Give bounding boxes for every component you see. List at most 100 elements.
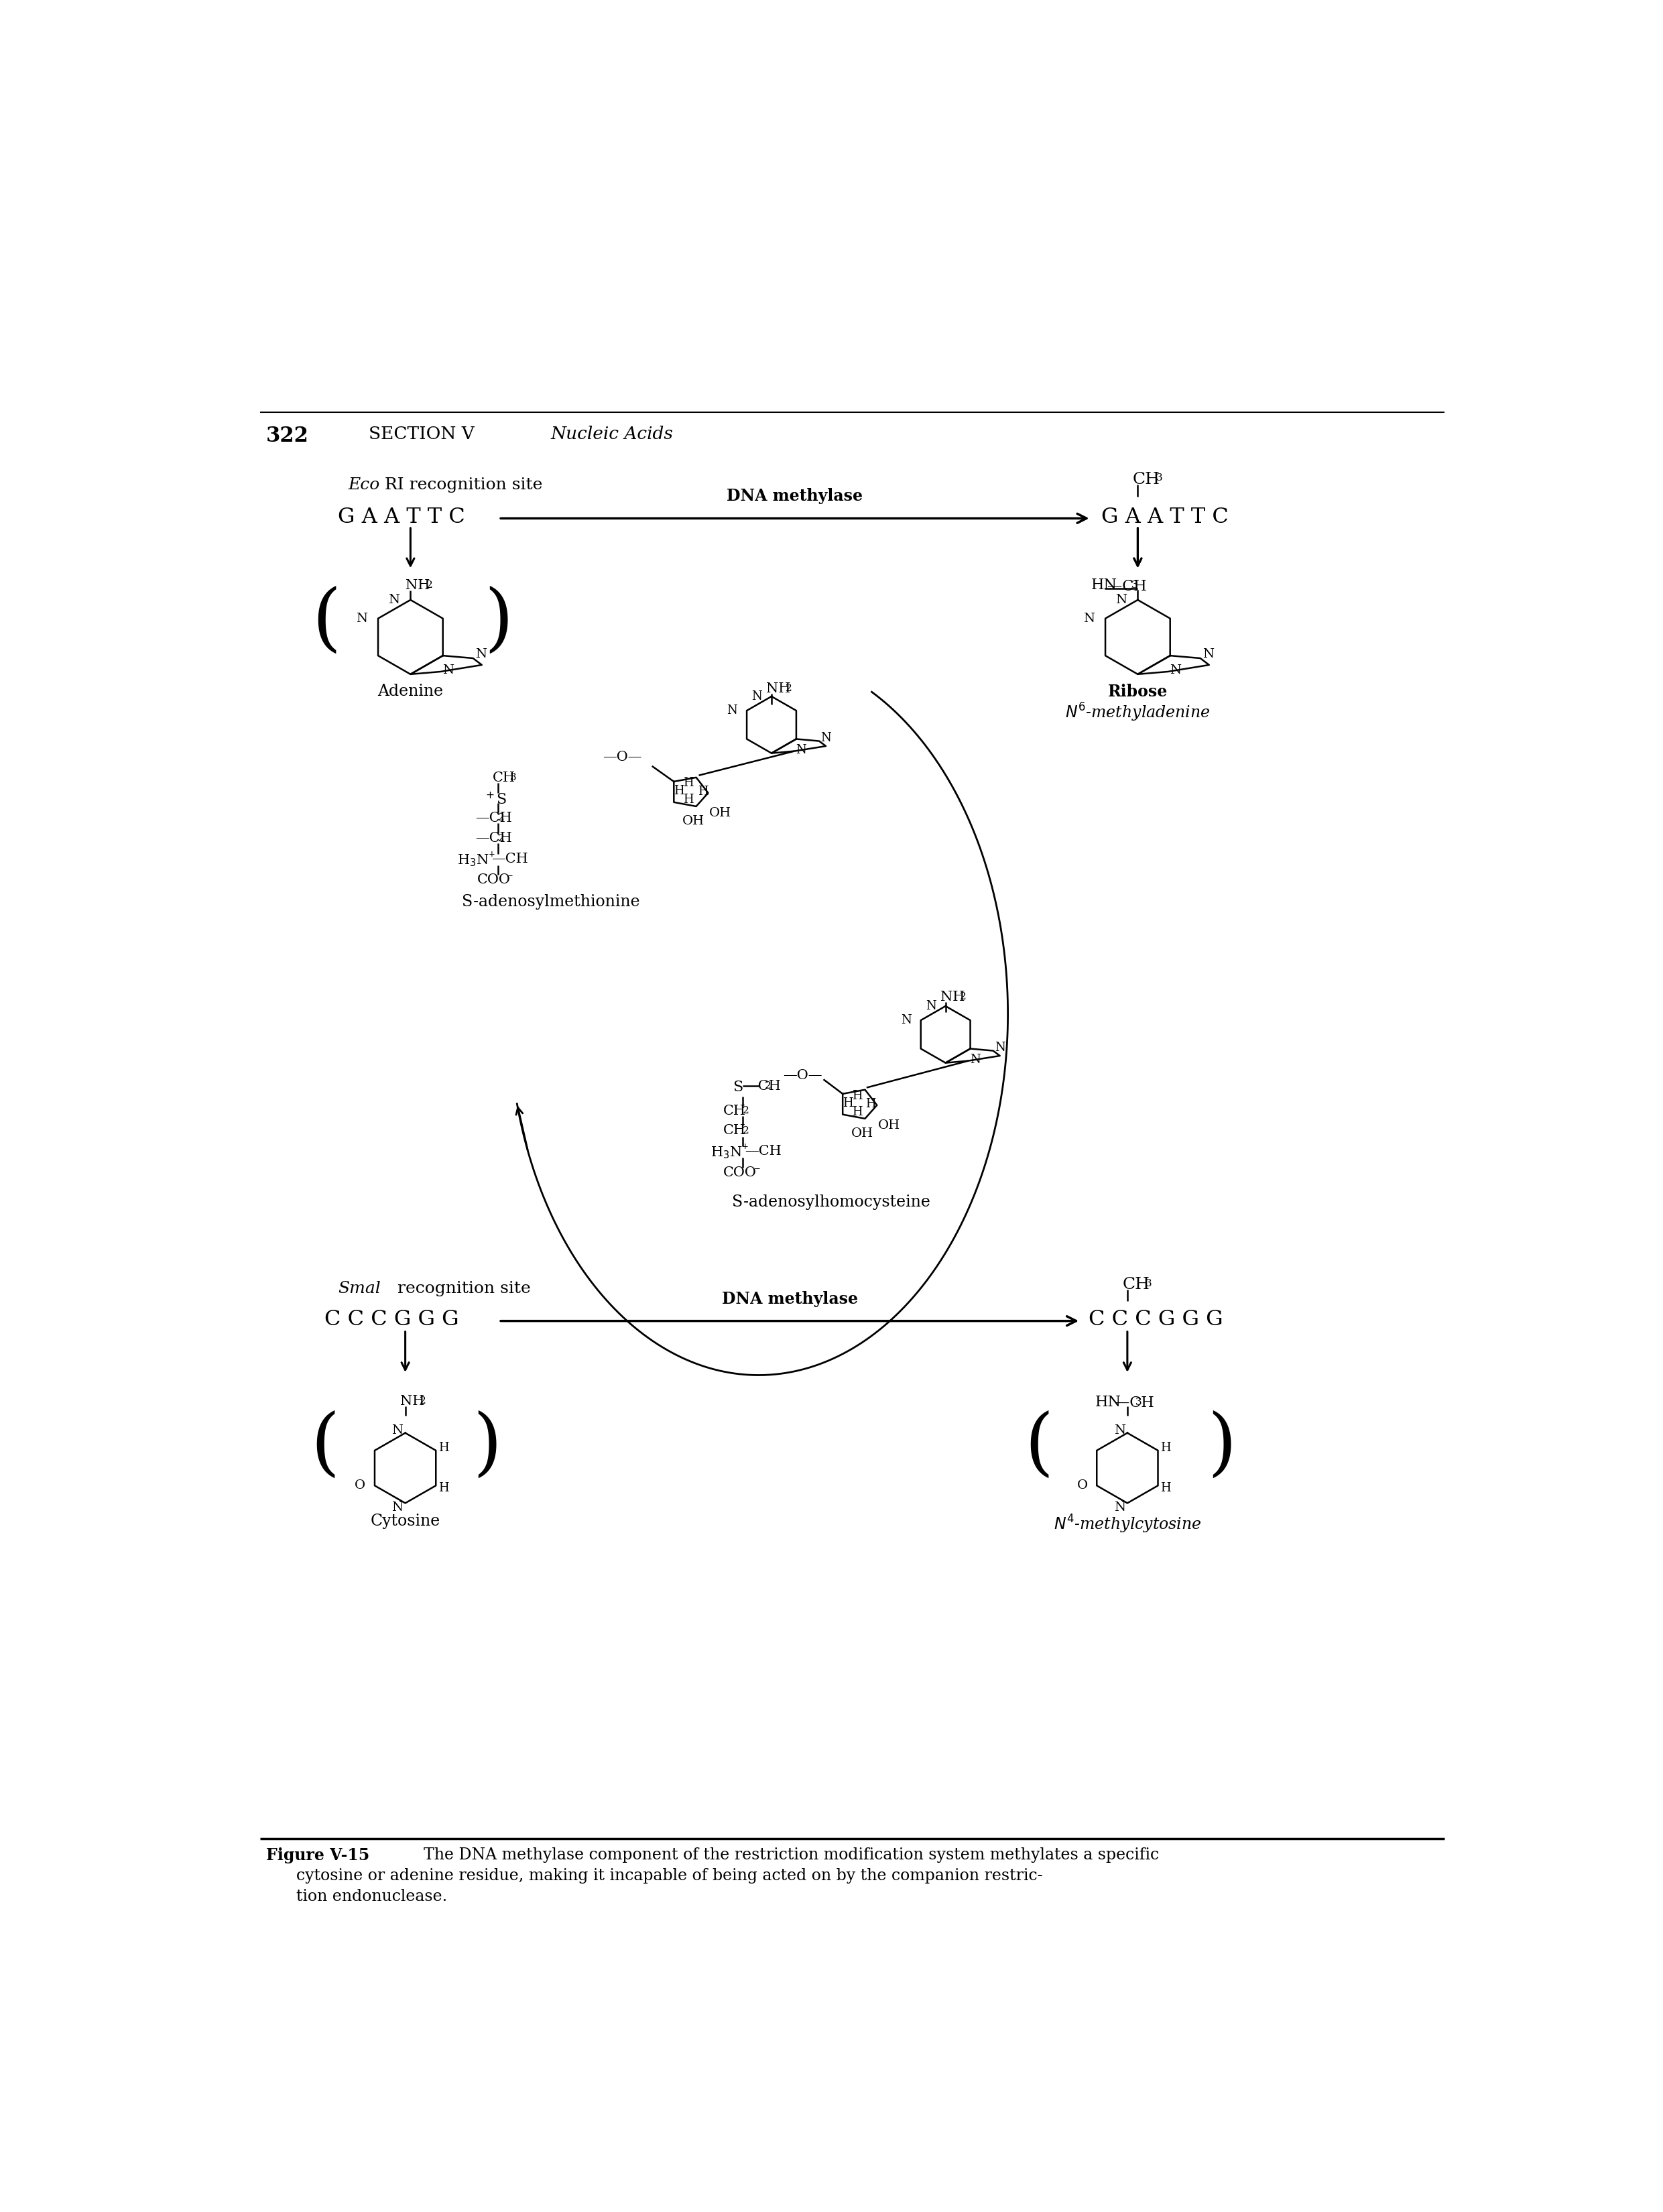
Text: CH: CH bbox=[723, 1124, 747, 1137]
Text: O: O bbox=[1078, 1480, 1088, 1491]
Text: $^+$: $^+$ bbox=[486, 852, 496, 863]
Text: ): ) bbox=[1207, 1411, 1236, 1482]
Text: SECTION V: SECTION V bbox=[369, 425, 474, 442]
Text: G A A T T C: G A A T T C bbox=[1101, 507, 1229, 529]
Text: H: H bbox=[439, 1482, 449, 1493]
Text: $^-$: $^-$ bbox=[752, 1166, 762, 1179]
Text: (: ( bbox=[313, 586, 341, 657]
Text: recognition site: recognition site bbox=[392, 1281, 530, 1296]
Text: N: N bbox=[392, 1425, 402, 1436]
Text: 2: 2 bbox=[743, 1106, 750, 1115]
Text: N: N bbox=[442, 664, 454, 677]
Text: H: H bbox=[843, 1097, 853, 1108]
Text: $N^4$-methylcytosine: $N^4$-methylcytosine bbox=[1053, 1513, 1201, 1535]
Text: COO: COO bbox=[477, 874, 511, 887]
Text: N: N bbox=[1171, 664, 1181, 677]
Text: —O—: —O— bbox=[783, 1068, 822, 1082]
Text: NH: NH bbox=[406, 580, 429, 593]
Text: H: H bbox=[683, 776, 693, 790]
Text: H: H bbox=[674, 785, 683, 796]
Text: N: N bbox=[1114, 1502, 1126, 1513]
Text: $N^6$-methyladenine: $N^6$-methyladenine bbox=[1064, 701, 1211, 723]
Text: (: ( bbox=[1024, 1411, 1054, 1482]
Text: N: N bbox=[797, 743, 807, 757]
Text: OH: OH bbox=[682, 816, 705, 827]
Text: NH: NH bbox=[401, 1396, 424, 1407]
Text: H: H bbox=[698, 785, 708, 799]
Text: 3: 3 bbox=[511, 772, 517, 783]
Text: 2: 2 bbox=[419, 1396, 426, 1405]
Text: —CH: —CH bbox=[745, 1146, 782, 1157]
Text: N: N bbox=[1083, 613, 1094, 624]
Text: tion endonuclease.: tion endonuclease. bbox=[296, 1889, 447, 1905]
Text: N: N bbox=[970, 1053, 981, 1066]
Text: H: H bbox=[865, 1097, 876, 1110]
Text: Adenine: Adenine bbox=[378, 684, 444, 699]
Text: ): ) bbox=[484, 586, 514, 657]
Text: $^-$: $^-$ bbox=[506, 874, 514, 885]
Text: HN: HN bbox=[1091, 577, 1118, 593]
Text: OH: OH bbox=[708, 807, 732, 818]
Text: H$_3$N: H$_3$N bbox=[457, 854, 489, 867]
Text: HN: HN bbox=[1096, 1396, 1121, 1409]
Text: 2: 2 bbox=[960, 993, 966, 1002]
Text: —CH: —CH bbox=[1114, 1396, 1154, 1411]
Text: CH: CH bbox=[492, 772, 516, 783]
Text: CH: CH bbox=[1133, 471, 1161, 487]
Text: Cytosine: Cytosine bbox=[371, 1513, 441, 1528]
Text: N: N bbox=[752, 690, 762, 703]
Text: N: N bbox=[1202, 648, 1214, 659]
Text: S-adenosylhomocysteine: S-adenosylhomocysteine bbox=[732, 1194, 930, 1210]
Text: C C C G G G: C C C G G G bbox=[1088, 1310, 1222, 1329]
Text: 3: 3 bbox=[1156, 473, 1162, 482]
Text: DNA methylase: DNA methylase bbox=[727, 489, 863, 504]
Text: G A A T T C: G A A T T C bbox=[338, 507, 466, 529]
Text: —CH: —CH bbox=[1108, 580, 1147, 595]
Text: CH: CH bbox=[1123, 1276, 1149, 1292]
Text: CH: CH bbox=[723, 1104, 747, 1117]
Text: —CH: —CH bbox=[743, 1079, 780, 1093]
Text: 2: 2 bbox=[765, 1082, 772, 1091]
Text: 2: 2 bbox=[743, 1126, 750, 1135]
Text: $^+$S: $^+$S bbox=[484, 792, 507, 807]
Text: S: S bbox=[732, 1079, 743, 1095]
Text: Figure V-15: Figure V-15 bbox=[266, 1847, 369, 1863]
Text: 322: 322 bbox=[266, 425, 309, 447]
Text: O: O bbox=[354, 1480, 366, 1491]
Text: C C C G G G: C C C G G G bbox=[324, 1310, 459, 1329]
Text: N: N bbox=[727, 706, 737, 717]
Text: N: N bbox=[476, 648, 487, 659]
Text: 3: 3 bbox=[1131, 582, 1137, 591]
Text: —CH: —CH bbox=[476, 812, 512, 825]
Text: Nucleic Acids: Nucleic Acids bbox=[550, 425, 674, 442]
Text: N: N bbox=[820, 732, 832, 743]
Text: N: N bbox=[1116, 593, 1128, 606]
Text: DNA methylase: DNA methylase bbox=[722, 1292, 858, 1307]
Text: —O—: —O— bbox=[602, 750, 642, 763]
Text: 2: 2 bbox=[785, 684, 792, 692]
Text: N: N bbox=[926, 1000, 936, 1013]
Text: cytosine or adenine residue, making it incapable of being acted on by the compan: cytosine or adenine residue, making it i… bbox=[296, 1867, 1043, 1882]
Text: Ribose: Ribose bbox=[1108, 684, 1167, 699]
Text: 2: 2 bbox=[497, 834, 504, 843]
Text: NH: NH bbox=[940, 991, 965, 1004]
Text: H: H bbox=[683, 794, 693, 805]
Text: The DNA methylase component of the restriction modification system methylates a : The DNA methylase component of the restr… bbox=[424, 1847, 1159, 1863]
Text: 2: 2 bbox=[497, 814, 504, 823]
Text: $^+$: $^+$ bbox=[740, 1144, 748, 1155]
Text: H: H bbox=[439, 1442, 449, 1453]
Text: 3: 3 bbox=[1136, 1398, 1141, 1407]
Text: H$_3$N: H$_3$N bbox=[710, 1146, 743, 1159]
Text: H: H bbox=[1161, 1442, 1171, 1453]
Text: (: ( bbox=[311, 1411, 339, 1482]
Text: N: N bbox=[994, 1042, 1004, 1053]
Text: 2: 2 bbox=[426, 582, 432, 591]
Text: N: N bbox=[392, 1502, 402, 1513]
Text: N: N bbox=[901, 1015, 911, 1026]
Text: ): ) bbox=[472, 1411, 502, 1482]
Text: N: N bbox=[356, 613, 368, 624]
Text: Eco: Eco bbox=[348, 478, 379, 493]
Text: OH: OH bbox=[878, 1119, 900, 1133]
Text: 3: 3 bbox=[1146, 1279, 1152, 1287]
Text: N: N bbox=[1114, 1425, 1126, 1436]
